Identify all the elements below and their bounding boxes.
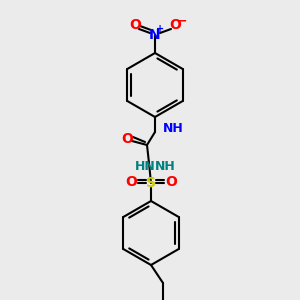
Text: S: S: [146, 176, 156, 190]
Text: O: O: [129, 18, 141, 32]
Text: NH: NH: [155, 160, 176, 172]
Text: O: O: [165, 175, 177, 189]
Text: O: O: [169, 18, 181, 32]
Text: +: +: [156, 24, 164, 34]
Text: HN: HN: [135, 160, 156, 172]
Text: N: N: [149, 28, 161, 42]
Text: NH: NH: [163, 122, 184, 134]
Text: O: O: [125, 175, 137, 189]
Text: −: −: [177, 14, 187, 28]
Text: O: O: [121, 132, 133, 146]
